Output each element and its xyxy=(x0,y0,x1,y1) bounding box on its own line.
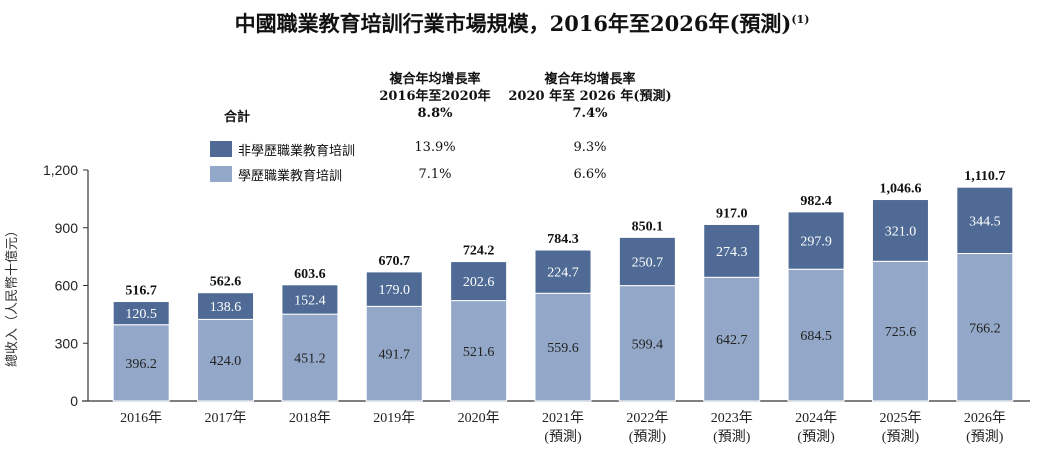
bar-total-label: 603.6 xyxy=(294,267,326,282)
bar-segment xyxy=(787,211,845,270)
bar-segment xyxy=(787,268,845,402)
bar-segment xyxy=(450,300,508,402)
bar-total-label: 724.2 xyxy=(463,244,495,259)
bar-segment xyxy=(871,260,929,402)
cagr-header-2016-2020: 複合年均增長率 2016年至2020年 xyxy=(379,72,491,104)
academic-cagr-2: 6.6% xyxy=(573,167,607,182)
bar-total-label: 562.6 xyxy=(210,275,242,290)
cagr-header-2020-2026: 複合年均增長率 2020 年至 2026 年(預測) xyxy=(508,72,672,104)
bar-value-label: 559.6 xyxy=(547,341,579,356)
y-tick-label: 0 xyxy=(70,393,78,409)
x-tick-label: 2021年 xyxy=(542,410,584,426)
y-tick-label: 900 xyxy=(55,220,79,236)
bar-value-label: 224.7 xyxy=(547,266,579,281)
bar-value-label: 725.6 xyxy=(885,325,917,340)
y-axis-label: 總收入（人民幣十億元） xyxy=(4,224,19,367)
bar-value-label: 396.2 xyxy=(125,357,157,372)
bar-value-label: 599.4 xyxy=(632,337,664,352)
total-cagr-2: 7.4% xyxy=(572,106,608,121)
bar-segment xyxy=(703,276,761,402)
x-tick-note: (預測) xyxy=(544,429,582,445)
x-tick-label: 2019年 xyxy=(373,410,415,426)
bar-value-label: 138.6 xyxy=(210,300,242,315)
bar-value-label: 344.5 xyxy=(969,214,1001,229)
bar-total-label: 1,110.7 xyxy=(964,169,1005,184)
x-tick-label: 2022年 xyxy=(626,410,668,426)
non-academic-cagr-1: 13.9% xyxy=(414,140,456,155)
x-tick-label: 2017年 xyxy=(205,410,247,426)
legend-swatch-academic xyxy=(210,166,232,182)
bar-total-label: 670.7 xyxy=(379,254,411,269)
chart-title: 中國職業教育培訓行業市場規模，2016年至2026年(預測)(1) xyxy=(234,11,810,36)
x-tick-label: 2026年 xyxy=(964,410,1006,426)
bar-segment xyxy=(703,223,761,278)
bar-segment xyxy=(365,271,423,307)
bar-value-label: 491.7 xyxy=(379,348,411,363)
bar-value-label: 250.7 xyxy=(632,255,664,270)
x-tick-label: 2020年 xyxy=(458,410,500,426)
bar-value-label: 202.6 xyxy=(463,275,495,290)
bar-total-label: 1,046.6 xyxy=(879,182,921,197)
bar-total-label: 982.4 xyxy=(800,194,832,209)
bar-segment xyxy=(112,301,170,326)
bar-segment xyxy=(281,313,339,402)
bar-value-label: 321.0 xyxy=(885,224,917,239)
y-tick-label: 600 xyxy=(55,278,79,294)
x-tick-note: (預測) xyxy=(797,429,835,445)
bar-value-label: 766.2 xyxy=(969,321,1001,336)
legend-swatch-non-academic xyxy=(210,141,232,157)
legend-label-academic: 學歷職業教育培訓 xyxy=(238,169,343,184)
bar-value-label: 521.6 xyxy=(463,345,495,360)
bar-value-label: 274.3 xyxy=(716,245,748,260)
bar-value-label: 642.7 xyxy=(716,333,748,348)
bar-segment xyxy=(112,324,170,402)
non-academic-cagr-2: 9.3% xyxy=(573,140,607,155)
bar-value-label: 451.2 xyxy=(294,352,326,367)
bar-segment xyxy=(197,318,255,402)
bar-value-label: 152.4 xyxy=(294,293,326,308)
bar-segment xyxy=(618,236,676,287)
bar-segment xyxy=(197,292,255,320)
x-tick-note: (預測) xyxy=(629,429,667,445)
bar-segment xyxy=(534,292,592,402)
bar-segment xyxy=(956,253,1014,402)
y-tick-label: 300 xyxy=(55,335,79,351)
legend-label-non-academic: 非學歷職業教育培訓 xyxy=(238,144,356,159)
x-tick-label: 2018年 xyxy=(289,410,331,426)
total-cagr-1: 8.8% xyxy=(417,106,453,121)
bar-total-label: 516.7 xyxy=(125,284,157,299)
bar-segment xyxy=(281,284,339,315)
x-tick-label: 2024年 xyxy=(795,410,837,426)
bar-value-label: 297.9 xyxy=(800,235,832,250)
bar-segment xyxy=(534,249,592,294)
x-tick-note: (預測) xyxy=(966,429,1004,445)
bar-total-label: 917.0 xyxy=(716,206,748,221)
bar-value-label: 120.5 xyxy=(125,307,157,322)
bar-value-label: 684.5 xyxy=(800,329,832,344)
bar-segment xyxy=(956,186,1014,255)
x-tick-note: (預測) xyxy=(713,429,751,445)
bar-value-label: 179.0 xyxy=(379,283,411,298)
x-tick-note: (預測) xyxy=(882,429,920,445)
x-tick-label: 2016年 xyxy=(120,410,162,426)
bar-segment xyxy=(618,285,676,402)
bar-segment xyxy=(365,305,423,402)
x-tick-label: 2023年 xyxy=(711,410,753,426)
y-tick-label: 1,200 xyxy=(43,162,78,178)
bar-value-label: 424.0 xyxy=(210,354,242,369)
bar-segment xyxy=(871,199,929,262)
bar-total-label: 850.1 xyxy=(632,219,664,234)
x-tick-label: 2025年 xyxy=(879,410,921,426)
bar-total-label: 784.3 xyxy=(547,232,579,247)
academic-cagr-1: 7.1% xyxy=(418,167,452,182)
bar-segment xyxy=(450,261,508,302)
total-label: 合計 xyxy=(224,110,251,125)
